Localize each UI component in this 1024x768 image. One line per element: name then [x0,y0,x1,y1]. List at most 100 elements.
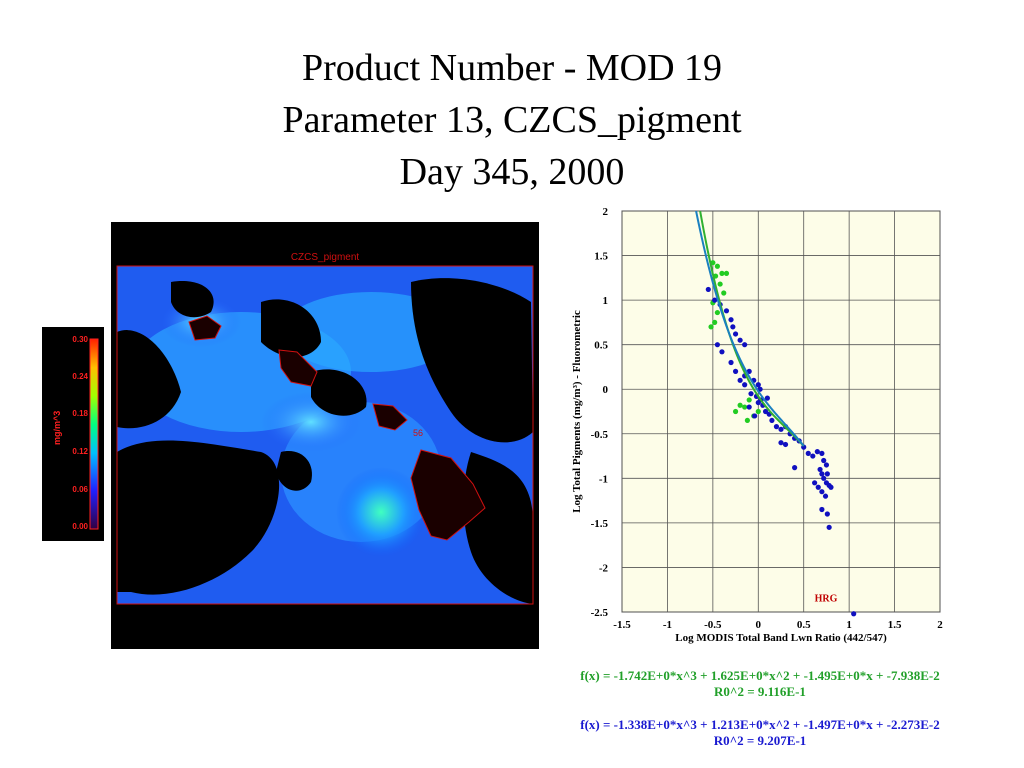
green-data-point [746,397,752,403]
blue-data-point [742,382,748,388]
pigment-map-image: CZCS_pigment 56 [111,222,539,649]
map-panel-label: CZCS_pigment [291,252,360,263]
blue-data-point [819,506,825,513]
blue-data-point [810,453,816,459]
map-annotation: 56 [413,428,423,438]
x-tick-label: 2 [937,619,943,631]
blue-data-point [821,475,827,481]
blue-data-point [851,611,857,617]
green-data-point [755,408,761,415]
blue-data-point [828,484,834,490]
green-data-point [708,324,714,330]
x-tick-label: 1 [846,619,852,631]
blue-data-point [764,395,770,401]
blue-data-point [748,391,754,397]
y-tick-label: 0.5 [594,340,608,352]
blue-data-point [730,324,736,330]
title-line-1: Product Number - MOD 19 [301,47,723,89]
blue-data-point [723,308,730,314]
blue-data-point [819,471,825,477]
y-tick-label: 2 [603,206,609,218]
green-data-point [714,309,720,316]
colorbar-panel: mg/m^3 0.30 0.24 0.18 0.12 0.06 0.00 [42,327,104,541]
plot-area [621,210,941,613]
green-data-point [732,408,739,415]
blue-data-point [752,413,758,419]
blue-data-point [805,450,811,456]
blue-data-point [773,424,780,430]
green-data-point [723,270,730,276]
blue-data-point [732,331,739,337]
blue-data-point [712,297,718,303]
green-data-point [721,290,727,296]
green-data-point [742,404,748,410]
y-tick-label: -0.5 [591,429,609,441]
colorbar-tick: 0.18 [72,409,88,418]
plot-annotation: HRG [815,593,838,604]
blue-data-point [822,493,829,499]
green-data-point [712,319,718,325]
slide-title: Product Number - MOD 19 Parameter 13, CZ… [0,42,1024,198]
blue-data-point [778,440,784,446]
colorbar-tick: 0.30 [72,335,88,344]
blue-data-point [817,466,823,473]
x-tick-label: 0 [756,619,762,631]
x-tick-label: -0.5 [704,619,722,631]
title-line-3: Day 345, 2000 [399,151,625,193]
y-tick-label: 1 [603,295,609,307]
scatter-plot: -1.5 -1 -0.5 0 0.5 1 1.5 2 2 1.5 1 0.5 0 -0.5 -1 -1.5 -2… [571,206,943,644]
y-tick-label: 0 [603,384,609,396]
blue-data-point [815,484,821,490]
blue-data-point [826,524,832,530]
y-axis-label: Log Total Pigments (mg/m³) - Fluorometri… [571,310,583,513]
green-data-point [717,281,723,287]
green-fit-r2: R0^2 = 9.116E-1 [714,684,806,699]
blue-data-point [742,342,748,348]
y-tick-label: -2 [599,562,609,574]
colorbar-tick: 0.06 [72,485,88,494]
x-tick-label: 0.5 [797,619,811,631]
blue-data-point [814,449,820,455]
blue-data-point [792,465,798,471]
blue-data-point [769,417,775,424]
x-tick-label: 1.5 [888,619,902,631]
blue-data-point [824,511,830,517]
title-line-2: Parameter 13, CZCS_pigment [282,99,742,141]
y-tick-label: -1.5 [591,518,609,530]
colorbar-tick: 0.00 [72,522,88,531]
green-data-point [719,270,725,276]
blue-data-point [824,471,830,477]
satellite-map: CZCS_pigment 56 [111,222,539,649]
blue-data-point [737,377,743,383]
blue-data-point [821,457,827,464]
blue-data-point [719,349,725,355]
green-data-point [714,263,720,269]
blue-data-point [823,462,830,468]
blue-data-point [778,426,784,432]
x-tick-label: -1 [663,619,672,631]
colorbar-tick: 0.12 [72,447,88,456]
colorbar-tick: 0.24 [72,372,88,381]
blue-data-point [728,359,734,366]
blue-fit-curve [695,211,805,447]
blue-data-point [732,368,739,374]
blue-data-point [819,489,825,495]
blue-data-point [728,317,734,323]
blue-data-point [812,480,818,486]
blue-data-point [819,450,825,456]
y-tick-label: -1 [599,473,608,485]
green-data-point [744,417,750,424]
blue-data-point [737,337,743,343]
blue-data-point [755,399,761,406]
blue-fit-equation: f(x) = -1.338E+0*x^3 + 1.213E+0*x^2 + -1… [580,717,940,732]
blue-data-point [782,441,789,448]
blue-data-point [762,408,769,415]
y-tick-label: -2.5 [591,607,609,619]
green-data-point [737,402,743,408]
blue-fit-r2: R0^2 = 9.207E-1 [713,733,807,748]
x-axis-label: Log MODIS Total Band Lwn Ratio (442/547) [675,632,887,644]
blue-data-point [714,342,720,348]
blue-data-point [705,286,711,293]
green-fit-equation: f(x) = -1.742E+0*x^3 + 1.625E+0*x^2 + -1… [580,668,940,683]
y-tick-label: 1.5 [594,251,608,263]
